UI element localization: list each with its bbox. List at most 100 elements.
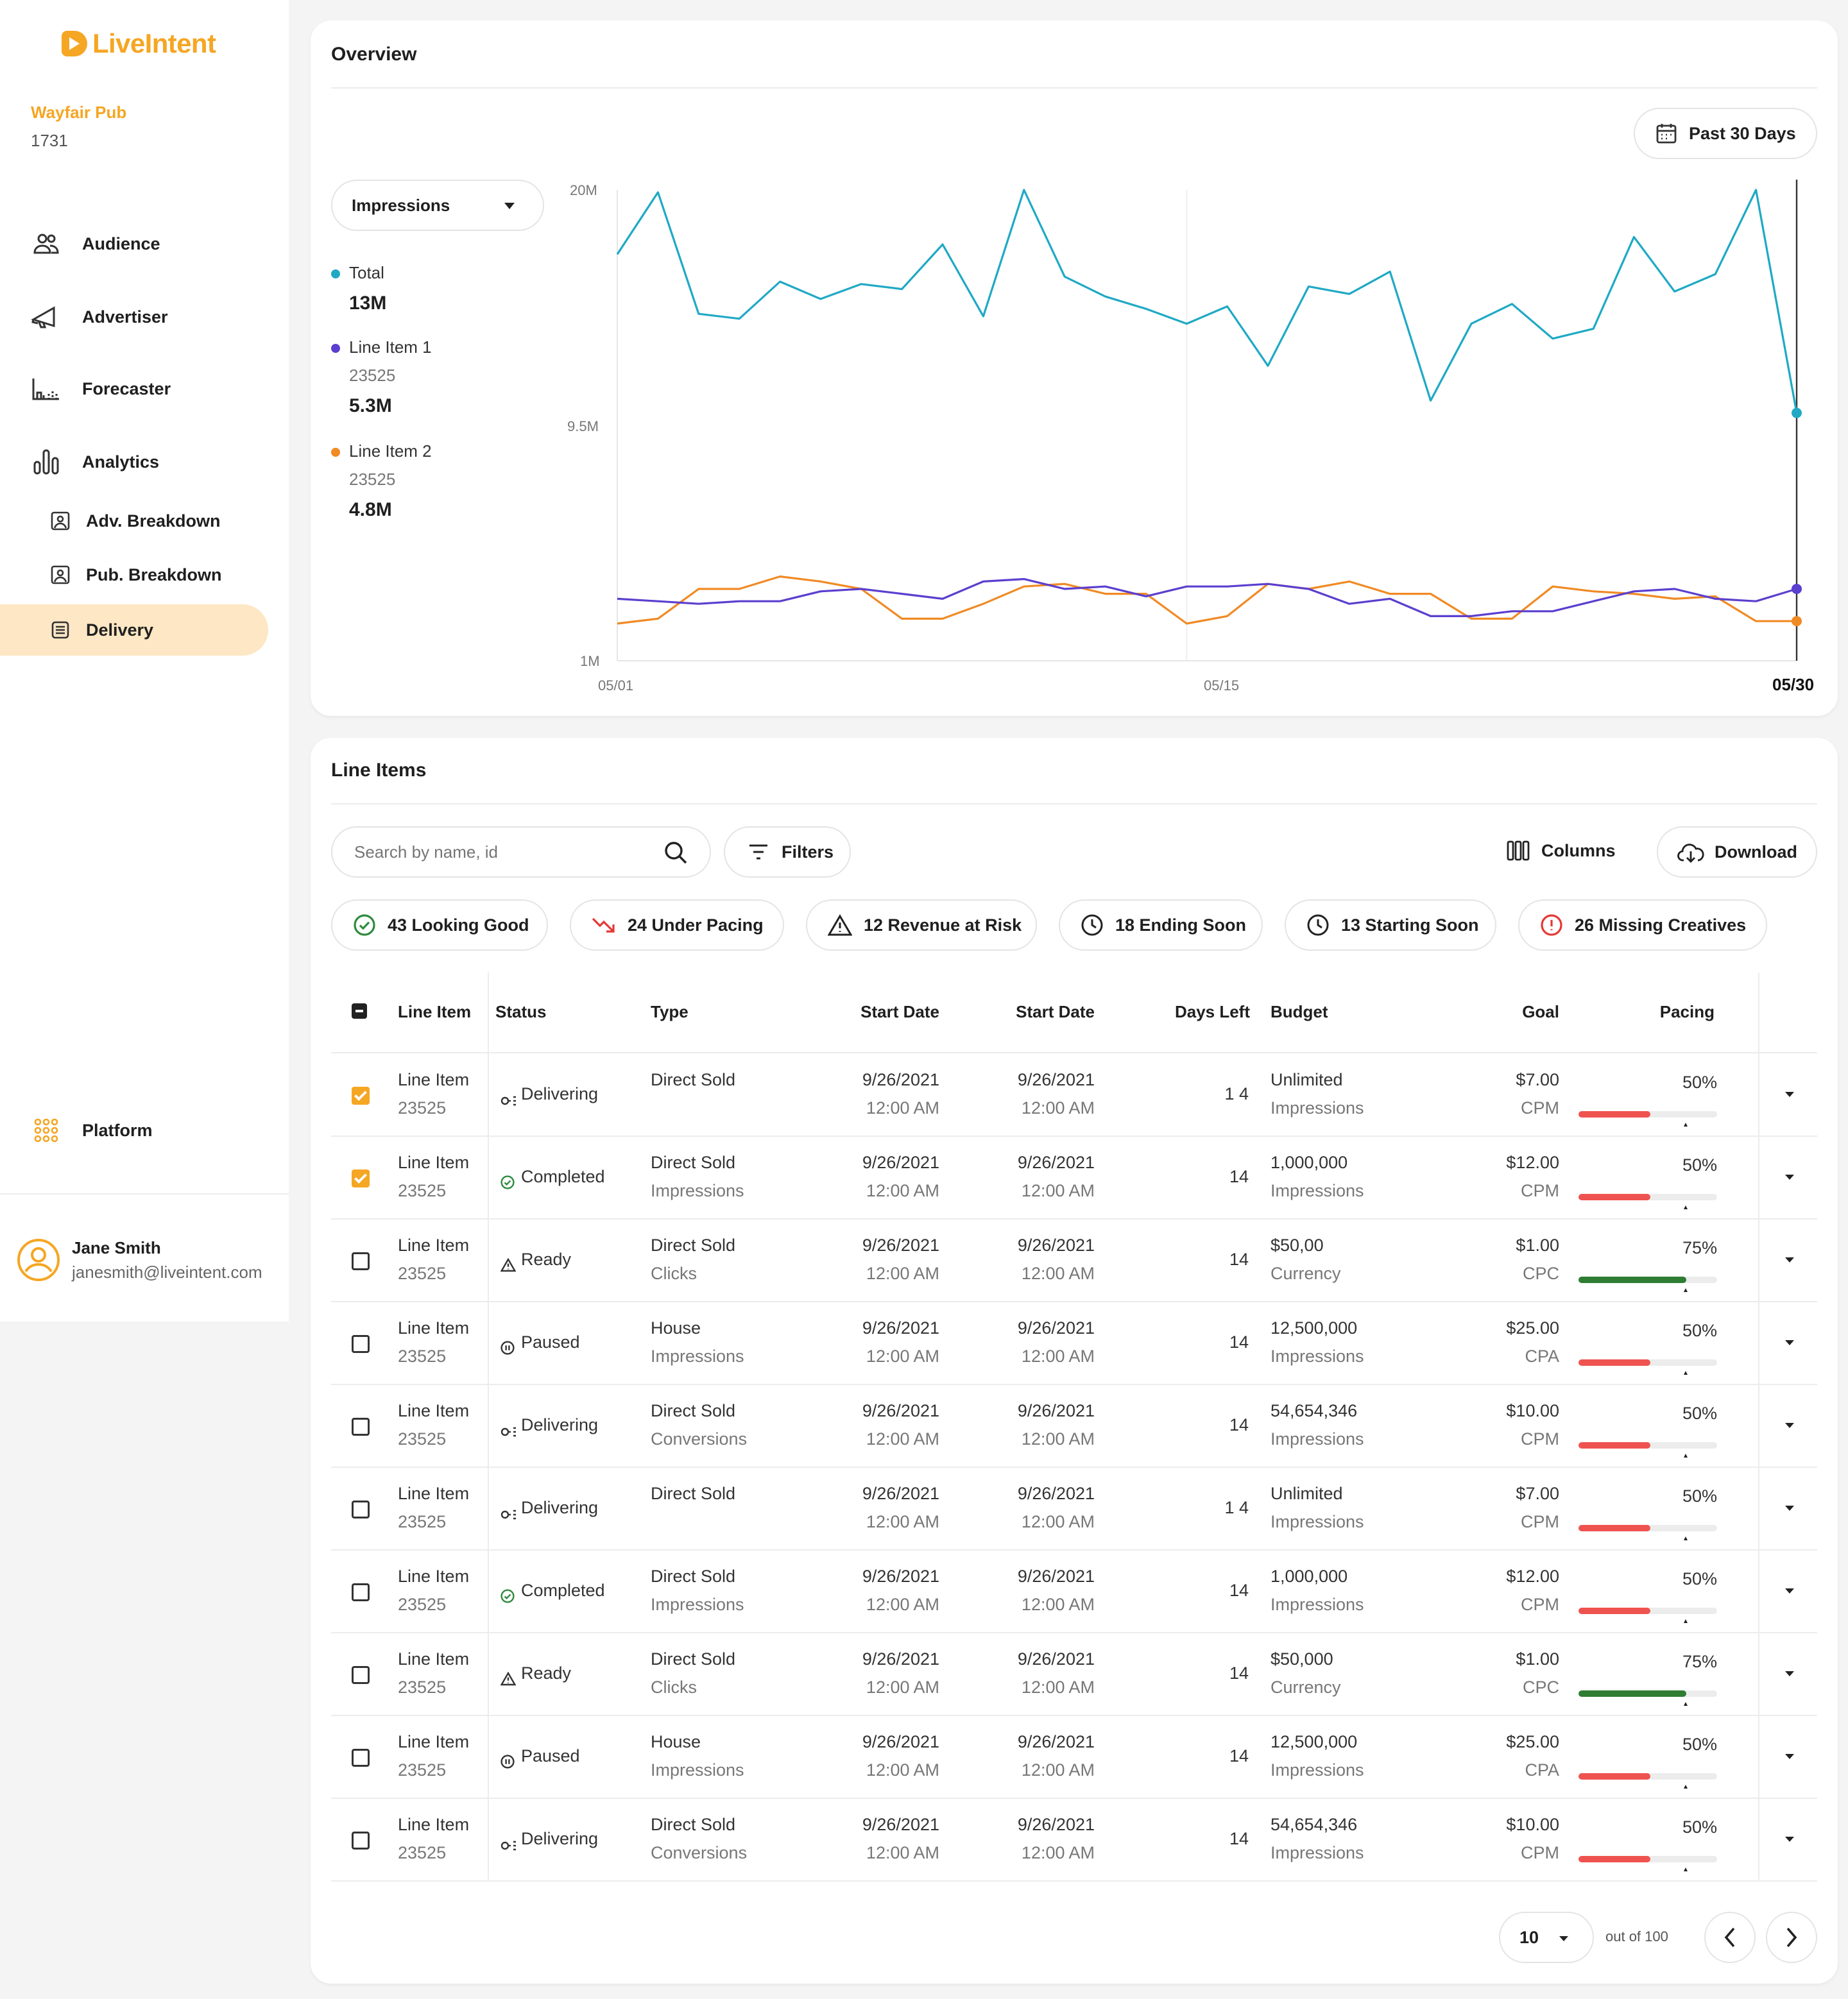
select-all-checkbox[interactable] [352, 1003, 367, 1019]
columns-button[interactable]: Columns [1507, 840, 1616, 861]
header-budget[interactable]: Budget [1270, 1002, 1328, 1021]
table-row[interactable]: Line Item 23525 Completed Direct Sold Impres… [331, 1550, 1817, 1633]
nav-analytics[interactable]: Analytics [0, 447, 289, 477]
pause-circle-icon [501, 1750, 515, 1774]
nav-advertiser[interactable]: Advertiser [0, 302, 289, 332]
pacing-bar [1579, 1194, 1717, 1200]
header-days-left[interactable]: Days Left [1174, 1002, 1250, 1021]
table-row[interactable]: Line Item 23525 Paused House Impressions 9/26… [331, 1715, 1817, 1799]
line-item-name[interactable]: Line Item [398, 1318, 470, 1338]
days-left: 1 4 [1224, 1084, 1249, 1103]
header-pacing[interactable]: Pacing [1659, 1002, 1715, 1021]
user-profile[interactable]: Jane Smith janesmith@liveintent.com [0, 1193, 289, 1323]
download-button[interactable]: Download [1657, 826, 1817, 878]
search-field[interactable] [331, 826, 711, 878]
chip-missing-creatives[interactable]: 26 Missing Creatives [1518, 899, 1767, 951]
line-item-name[interactable]: Line Item [398, 1401, 470, 1420]
row-checkbox[interactable] [352, 1583, 370, 1601]
chip-looking-good[interactable]: 43 Looking Good [331, 899, 548, 951]
goal-value: $12.00 [1506, 1567, 1559, 1586]
chip-starting-soon[interactable]: 13 Starting Soon [1285, 899, 1496, 951]
header-start-date[interactable]: Start Date [860, 1002, 939, 1021]
goal-value: $12.00 [1506, 1153, 1559, 1172]
row-checkbox[interactable] [352, 1418, 370, 1436]
brand-logo[interactable]: LiveIntent [62, 28, 216, 59]
table-row[interactable]: Line Item 23525 Paused House Impressions 9/26… [331, 1302, 1817, 1385]
nav-pub-breakdown[interactable]: Pub. Breakdown [0, 562, 289, 588]
nav-delivery[interactable]: Delivery [0, 604, 268, 656]
search-icon[interactable] [663, 840, 688, 865]
image-icon [49, 509, 72, 532]
next-page-button[interactable] [1766, 1912, 1817, 1963]
goal-unit: CPC [1522, 1264, 1559, 1283]
line-item-name[interactable]: Line Item [398, 1815, 470, 1834]
row-checkbox[interactable] [352, 1335, 370, 1353]
header-type[interactable]: Type [651, 1002, 689, 1021]
metric-select[interactable]: Impressions [331, 180, 544, 231]
table-row[interactable]: Line Item 23525 Delivering Direct Sold 9/26/… [331, 1053, 1817, 1137]
nav-platform[interactable]: Platform [0, 1115, 289, 1146]
start-date-2: 9/26/2021 [1017, 1484, 1095, 1503]
table-row[interactable]: Line Item 23525 Delivering Direct Sold Conve… [331, 1798, 1817, 1882]
expand-row-icon[interactable] [1785, 1092, 1794, 1097]
nav-adv-breakdown[interactable]: Adv. Breakdown [0, 508, 289, 534]
table-row[interactable]: Line Item 23525 Delivering Direct Sold 9/26/… [331, 1467, 1817, 1551]
chip-revenue-at-risk[interactable]: 12 Revenue at Risk [806, 899, 1037, 951]
expand-row-icon[interactable] [1785, 1423, 1794, 1428]
line-item-name[interactable]: Line Item [398, 1649, 470, 1669]
impressions-line-chart[interactable] [603, 180, 1816, 667]
table-row[interactable]: Line Item 23525 Completed Direct Sold Impres… [331, 1136, 1817, 1220]
line-item-name[interactable]: Line Item [398, 1732, 470, 1751]
nav-audience[interactable]: Audience [0, 228, 289, 259]
search-input[interactable] [352, 840, 652, 863]
row-checkbox[interactable] [352, 1832, 370, 1850]
expand-row-icon[interactable] [1785, 1506, 1794, 1511]
line-item-name[interactable]: Line Item [398, 1153, 470, 1172]
prev-page-button[interactable] [1704, 1912, 1756, 1963]
logo-icon [62, 31, 87, 56]
delivering-icon [501, 1502, 517, 1526]
row-checkbox[interactable] [352, 1087, 370, 1105]
line-item-name[interactable]: Line Item [398, 1070, 470, 1089]
budget-value: 1,000,000 [1270, 1567, 1348, 1586]
row-checkbox[interactable] [352, 1170, 370, 1187]
table-row[interactable]: Line Item 23525 Delivering Direct Sold Conve… [331, 1384, 1817, 1468]
pacing-target-marker [1684, 1371, 1688, 1375]
header-line-item[interactable]: Line Item [398, 1002, 472, 1021]
row-checkbox[interactable] [352, 1666, 370, 1684]
expand-row-icon[interactable] [1785, 1588, 1794, 1594]
publisher-name[interactable]: Wayfair Pub [31, 103, 127, 122]
expand-row-icon[interactable] [1785, 1754, 1794, 1759]
line-item-name[interactable]: Line Item [398, 1484, 470, 1503]
status-label: Completed [521, 1167, 605, 1186]
page-size-select[interactable]: 10 [1499, 1912, 1594, 1963]
calendar-icon [1656, 124, 1677, 144]
expand-row-icon[interactable] [1785, 1671, 1794, 1676]
pacing-bar-fill [1579, 1194, 1650, 1200]
days-left: 14 [1229, 1250, 1249, 1269]
header-start-date-2[interactable]: Start Date [1016, 1002, 1095, 1021]
chip-under-pacing[interactable]: 24 Under Pacing [570, 899, 784, 951]
chip-ending-soon[interactable]: 18 Ending Soon [1059, 899, 1263, 951]
filters-button[interactable]: Filters [724, 826, 851, 878]
header-status[interactable]: Status [495, 1002, 547, 1021]
nav-forecaster[interactable]: Forecaster [0, 373, 289, 404]
header-goal[interactable]: Goal [1522, 1002, 1559, 1021]
row-checkbox[interactable] [352, 1749, 370, 1767]
pacing-value: 50% [1682, 1486, 1717, 1506]
expand-row-icon[interactable] [1785, 1257, 1794, 1263]
line-item-name[interactable]: Line Item [398, 1236, 470, 1255]
date-range-button[interactable]: Past 30 Days [1634, 108, 1817, 159]
row-checkbox[interactable] [352, 1501, 370, 1518]
warning-icon [500, 1667, 517, 1691]
start-date: 9/26/2021 [862, 1070, 939, 1089]
expand-row-icon[interactable] [1785, 1175, 1794, 1180]
line-item-name[interactable]: Line Item [398, 1567, 470, 1586]
goal-value: $1.00 [1516, 1236, 1559, 1255]
start-date: 9/26/2021 [862, 1815, 939, 1834]
expand-row-icon[interactable] [1785, 1837, 1794, 1842]
table-row[interactable]: Line Item 23525 Ready Direct Sold Clicks 9/26… [331, 1219, 1817, 1302]
expand-row-icon[interactable] [1785, 1340, 1794, 1345]
row-checkbox[interactable] [352, 1252, 370, 1270]
table-row[interactable]: Line Item 23525 Ready Direct Sold Clicks 9/26… [331, 1633, 1817, 1716]
